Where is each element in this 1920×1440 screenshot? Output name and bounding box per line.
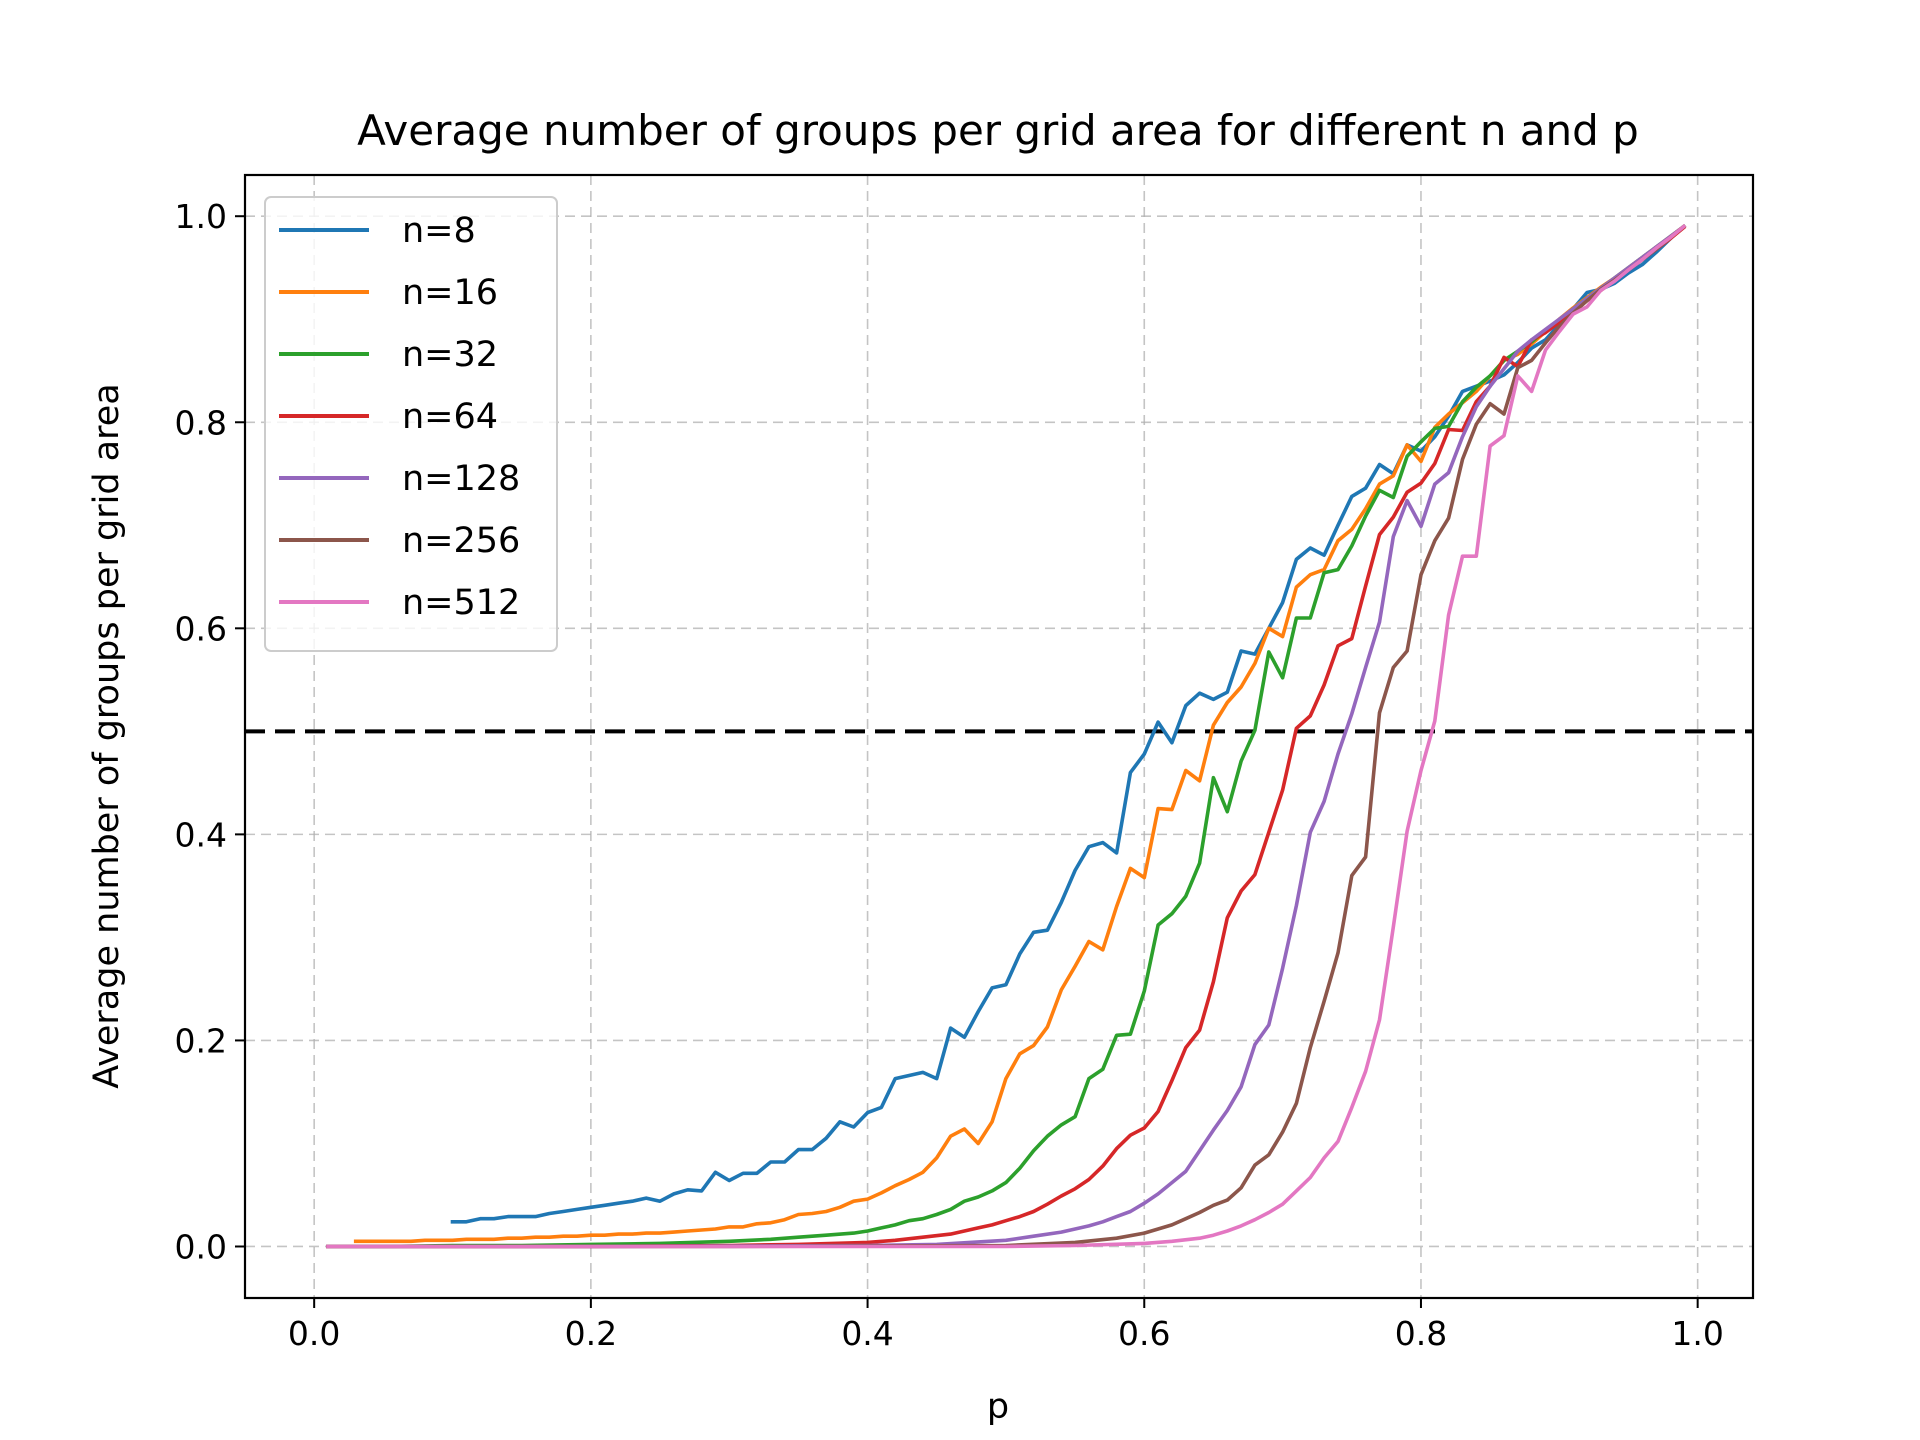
- series-line-n-64: [326, 224, 1687, 1249]
- y-tick-label: 0.2: [175, 1021, 227, 1060]
- x-tick-label: 1.0: [1671, 1314, 1723, 1353]
- y-tick-label: 0.6: [175, 609, 227, 648]
- chart-title: Average number of groups per grid area f…: [357, 106, 1639, 155]
- series-layer: [326, 223, 1687, 1249]
- x-axis-label: p: [987, 1387, 1009, 1427]
- legend-label: n=256: [402, 521, 520, 561]
- y-tick-label: 0.8: [175, 403, 227, 442]
- series-line-n-512: [326, 223, 1687, 1249]
- y-tick-label: 1.0: [175, 197, 227, 236]
- y-tick-label: 0.0: [175, 1227, 227, 1266]
- plot-frame: [243, 173, 1755, 1300]
- legend-label: n=128: [402, 459, 520, 499]
- y-axis: 0.0 0.2 0.4 0.6 0.8 1.0: [175, 197, 245, 1266]
- y-axis-label: Average number of groups per grid area: [87, 383, 127, 1088]
- series-line-n-256: [326, 223, 1687, 1249]
- legend-label: n=64: [402, 397, 498, 437]
- x-tick-label: 0.2: [565, 1314, 617, 1353]
- legend-box: [264, 196, 558, 652]
- legend-label: n=16: [402, 273, 498, 313]
- legend-label: n=8: [402, 211, 476, 251]
- x-tick-label: 0.8: [1395, 1314, 1447, 1353]
- series-line-n-128: [326, 223, 1687, 1249]
- x-tick-label: 0.0: [288, 1314, 340, 1353]
- x-tick-label: 0.4: [841, 1314, 893, 1353]
- legend-label: n=512: [402, 583, 520, 623]
- legend-label: n=32: [402, 335, 498, 375]
- legend: n=8 n=16 n=32 n=64 n=128 n=256 n=512: [264, 196, 558, 652]
- x-tick-label: 0.6: [1118, 1314, 1170, 1353]
- y-tick-label: 0.4: [175, 815, 227, 854]
- x-axis: 0.0 0.2 0.4 0.6 0.8 1.0: [288, 1298, 1724, 1353]
